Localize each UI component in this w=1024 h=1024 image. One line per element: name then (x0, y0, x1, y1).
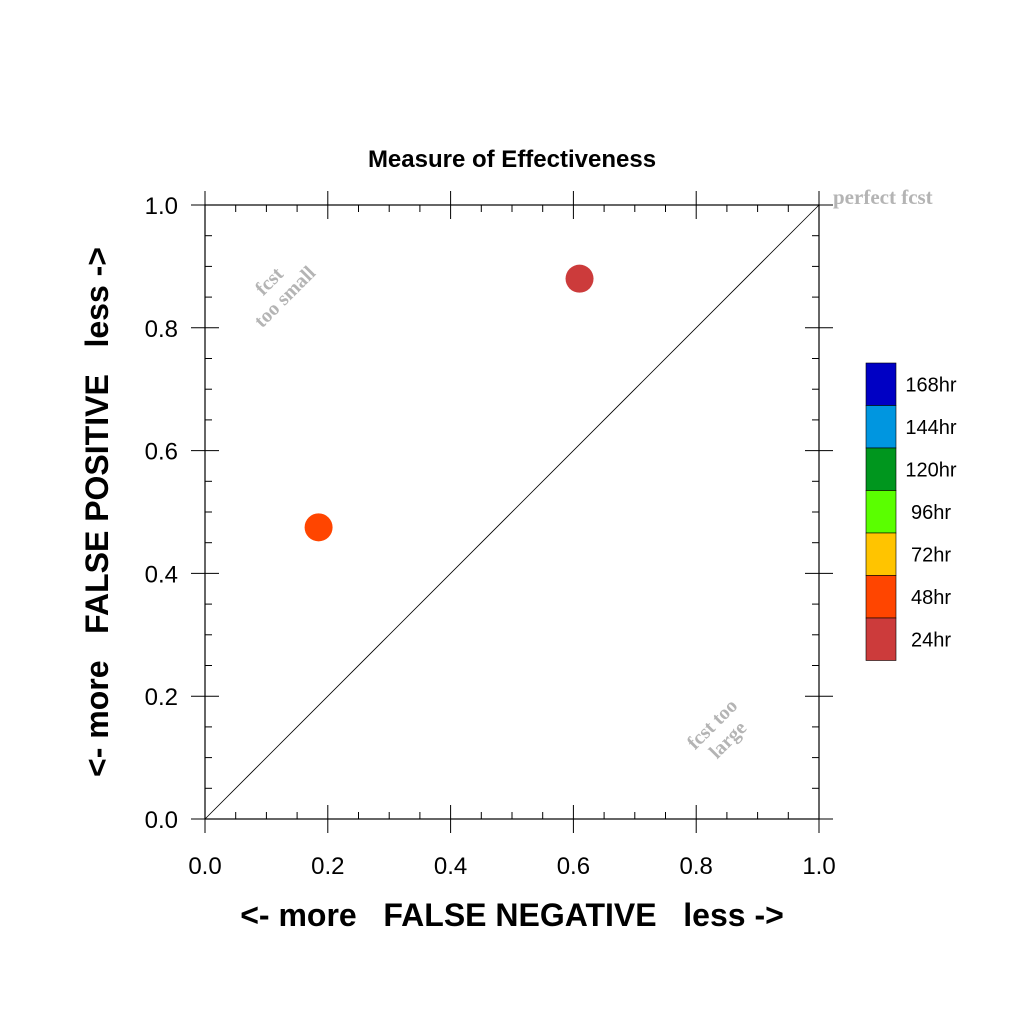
legend-swatch-96hr (865, 490, 897, 534)
legend-swatch-48hr (865, 575, 897, 619)
minor-ticks (205, 205, 819, 819)
y-tick-label: 0.4 (145, 561, 178, 588)
legend-label-96hr: 96hr (911, 502, 951, 524)
data-points (304, 264, 594, 542)
y-tick-labels: 0.0 0.2 0.4 0.6 0.8 1.0 (145, 193, 178, 834)
perfect-forecast-annotation: perfect fcst (833, 185, 933, 209)
legend-swatch-24hr (865, 617, 897, 661)
chart-title: Measure of Effectiveness (368, 146, 656, 173)
y-tick-label: 0.2 (145, 684, 178, 711)
x-tick-label: 1.0 (802, 853, 835, 880)
plot-area (191, 191, 833, 833)
x-tick-label: 0.2 (311, 853, 344, 880)
legend-label-24hr: 24hr (911, 629, 951, 651)
x-tick-label: 0.6 (557, 853, 590, 880)
y-tick-label: 0.8 (145, 316, 178, 343)
y-axis-label: <- more FALSE POSITIVE less -> (79, 247, 115, 777)
x-tick-labels: 0.0 0.2 0.4 0.6 0.8 1.0 (188, 853, 835, 880)
x-tick-label: 0.8 (680, 853, 713, 880)
y-tick-label: 1.0 (145, 193, 178, 220)
legend-label-168hr: 168hr (905, 374, 956, 396)
x-axis-label: <- more FALSE NEGATIVE less -> (240, 897, 784, 933)
major-ticks (191, 191, 833, 833)
y-tick-label: 0.0 (145, 807, 178, 834)
point-48hr (304, 513, 333, 542)
legend-swatch-144hr (865, 405, 897, 449)
legend: 168hr 144hr 120hr 96hr 72hr 48hr 24hr (865, 362, 957, 661)
legend-swatch-168hr (865, 362, 897, 406)
x-tick-label: 0.0 (188, 853, 221, 880)
legend-label-144hr: 144hr (905, 417, 956, 439)
too-large-annotation: fcst too large (683, 695, 751, 763)
legend-swatch-120hr (865, 447, 897, 491)
perfect-forecast-line (204, 204, 820, 820)
x-tick-label: 0.4 (434, 853, 467, 880)
too-small-annotation: fcst too small (250, 262, 320, 332)
legend-swatch-72hr (865, 532, 897, 576)
y-tick-label: 0.6 (145, 439, 178, 466)
too-small-line-2: too small (250, 262, 320, 332)
legend-label-120hr: 120hr (905, 459, 956, 481)
legend-label-72hr: 72hr (911, 544, 951, 566)
legend-label-48hr: 48hr (911, 587, 951, 609)
point-24hr (565, 264, 594, 293)
